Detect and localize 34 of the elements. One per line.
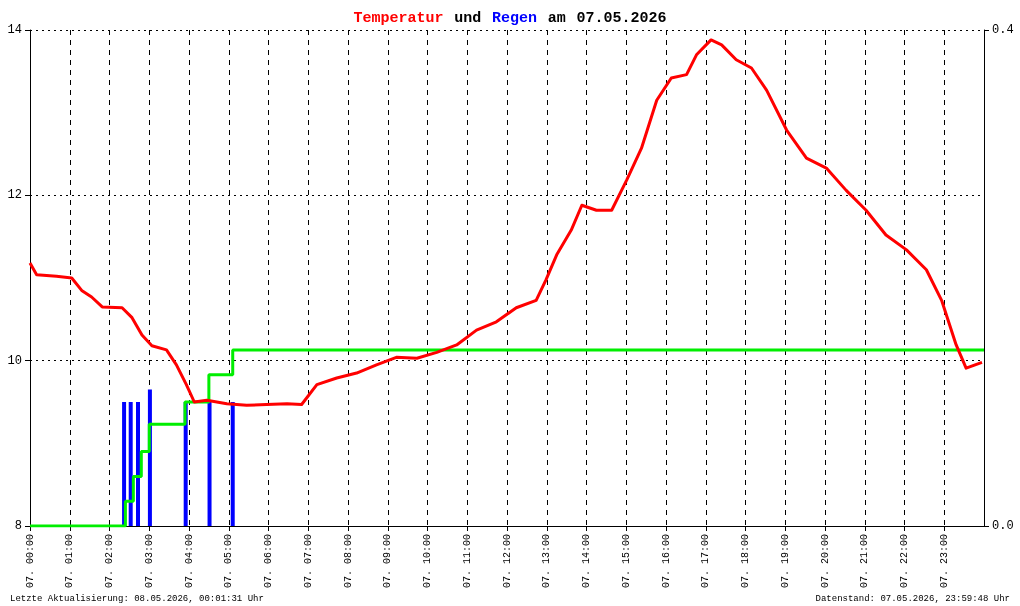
x-tick-label: 07. 00:00 bbox=[24, 534, 36, 589]
y2-tick-label: 0.4 bbox=[992, 23, 1014, 37]
y2-tick-label: 0.0 bbox=[992, 519, 1014, 533]
x-tick-label: 07. 09:00 bbox=[382, 534, 394, 589]
x-tick-label: 07. 08:00 bbox=[342, 534, 354, 589]
x-tick-label: 07. 12:00 bbox=[501, 534, 513, 589]
y-tick-label: 10 bbox=[7, 353, 22, 368]
chart-title: Temperatur und Regen am 07.05.2026 bbox=[353, 9, 667, 27]
x-tick-label: 07. 18:00 bbox=[740, 534, 751, 589]
x-tick-label: 07. 01:00 bbox=[64, 534, 76, 589]
x-tick-label: 07. 14:00 bbox=[581, 534, 592, 589]
x-tick-label: 07. 06:00 bbox=[263, 534, 274, 589]
y-tick-label: 8 bbox=[14, 519, 22, 533]
x-tick-label: 07. 07:00 bbox=[302, 534, 314, 589]
y-tick-label: 12 bbox=[7, 188, 22, 203]
x-tick-label: 07. 11:00 bbox=[461, 534, 473, 589]
x-tick-label: 07. 19:00 bbox=[779, 534, 791, 589]
x-tick-label: 07. 22:00 bbox=[899, 534, 910, 589]
text: Letzte Aktualisierung: 08.05.2026, 00:01:31 Uhr bbox=[10, 593, 264, 604]
x-tick-label: 07. 15:00 bbox=[620, 534, 632, 589]
x-tick-label: 07. 16:00 bbox=[660, 534, 672, 589]
x-tick-label: 07. 05:00 bbox=[223, 534, 235, 589]
x-tick-label: 07. 13:00 bbox=[541, 534, 553, 589]
x-tick-label: 07. 23:00 bbox=[938, 534, 950, 589]
x-tick-label: 07. 21:00 bbox=[859, 534, 871, 589]
x-tick-label: 07. 04:00 bbox=[183, 534, 195, 589]
text: Datenstand: 07.05.2026, 23:59:48 Uhr bbox=[815, 593, 1011, 604]
x-tick-label: 07. 10:00 bbox=[422, 534, 433, 589]
y-tick-label: 14 bbox=[7, 23, 22, 37]
x-tick-label: 07. 17:00 bbox=[700, 534, 712, 589]
x-tick-label: 07. 02:00 bbox=[104, 534, 115, 589]
x-tick-label: 07. 20:00 bbox=[819, 534, 831, 589]
line-series bbox=[28, 38, 984, 407]
x-tick-label: 07. 03:00 bbox=[143, 534, 155, 589]
